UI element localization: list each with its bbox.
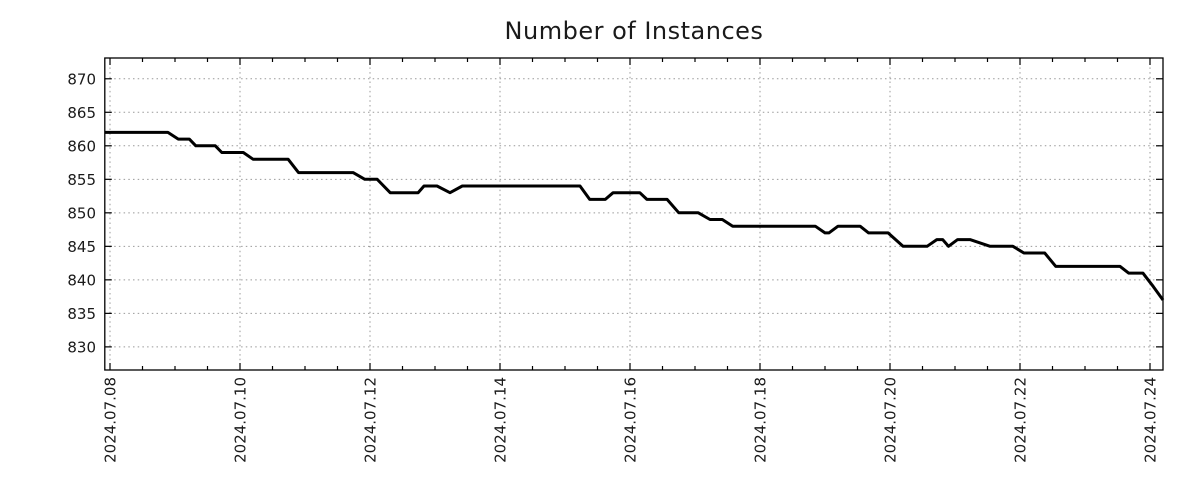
plot-border: [104, 57, 1164, 371]
x-tick-label: 2024.07.22: [1012, 377, 1030, 463]
grid-lines: [104, 58, 1163, 370]
axes: [104, 57, 1164, 371]
x-tick-label: 2024.07.16: [622, 377, 640, 463]
x-tick-label: 2024.07.24: [1142, 377, 1160, 463]
axis-labels: 830 835 840 845 850 855 860 865 870 2024.07.08 202…: [67, 70, 1159, 463]
y-tick-label: 860: [67, 137, 96, 155]
x-tick-label: 2024.07.18: [752, 377, 770, 463]
y-tick-label: 830: [67, 338, 96, 356]
x-tick-label: 2024.07.20: [882, 377, 900, 463]
x-tick-label: 2024.07.10: [232, 377, 250, 463]
x-tick-label: 2024.07.08: [102, 377, 120, 463]
y-tick-label: 840: [67, 271, 96, 289]
y-tick-label: 835: [67, 305, 96, 323]
chart-title: Number of Instances: [505, 17, 764, 45]
y-tick-label: 845: [67, 238, 96, 256]
data-line: [104, 130, 1165, 301]
y-tick-label: 870: [67, 70, 96, 88]
series-line: [104, 130, 1165, 301]
y-tick-label: 865: [67, 104, 96, 122]
y-tick-label: 850: [67, 204, 96, 222]
x-tick-label: 2024.07.12: [362, 377, 380, 463]
y-tick-label: 855: [67, 171, 96, 189]
x-tick-label: 2024.07.14: [492, 377, 510, 463]
